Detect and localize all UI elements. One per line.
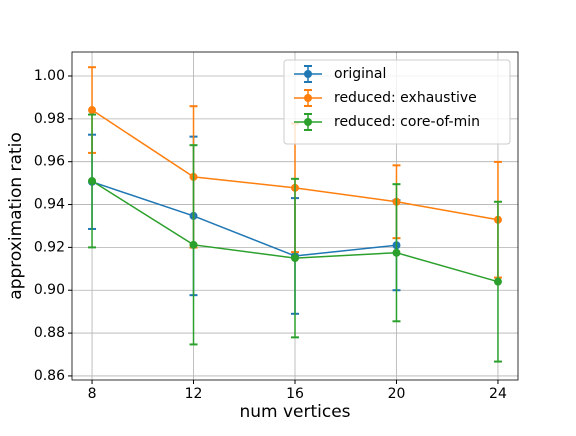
x-tick-label: 12: [185, 386, 203, 402]
legend-label: reduced: exhaustive: [334, 90, 477, 106]
point: [189, 240, 198, 249]
y-tick-label: 0.90: [34, 282, 65, 298]
legend-label: reduced: core-of-min: [334, 114, 480, 130]
legend-box: [283, 59, 511, 145]
legend-marker: [304, 70, 312, 78]
plot-frame: [71, 51, 519, 381]
series-line: [91, 181, 397, 257]
point: [88, 106, 97, 115]
point: [88, 176, 97, 185]
legend: original reduced: exhaustive reduced: core…: [283, 59, 511, 145]
y-tick-label: 0.88: [34, 325, 65, 341]
x-axis-label: num vertices: [239, 402, 350, 422]
legend-marker: [304, 118, 312, 126]
legend-label: original: [334, 66, 386, 82]
point: [493, 277, 502, 286]
y-tick-label: 0.92: [34, 239, 65, 255]
point: [392, 248, 401, 257]
legend-marker: [304, 94, 312, 102]
y-tick-label: 0.94: [34, 197, 65, 213]
y-tick-label: 1.00: [34, 68, 65, 84]
y-tick-label: 0.96: [34, 154, 65, 170]
series: [88, 113, 502, 363]
y-tick-label: 0.86: [34, 368, 65, 384]
y-tick-label: 0.98: [34, 111, 65, 127]
x-tick-label: 16: [286, 386, 304, 402]
y-axis-label: approximation ratio: [6, 132, 26, 299]
x-tick-label: 24: [489, 386, 507, 402]
x-tick-label: 20: [388, 386, 406, 402]
x-tick-label: 8: [88, 386, 97, 402]
point: [291, 254, 299, 263]
